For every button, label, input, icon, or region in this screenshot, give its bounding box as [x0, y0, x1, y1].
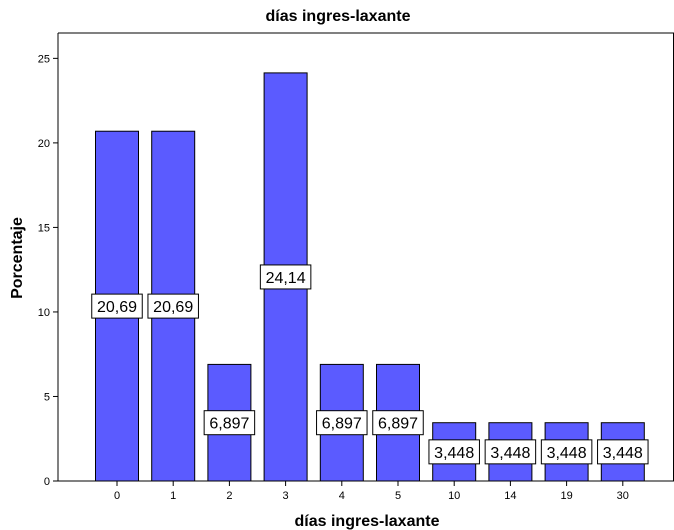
y-tick-label: 10: [38, 307, 50, 319]
data-label-box: [147, 293, 199, 319]
y-tick-label: 5: [44, 391, 50, 403]
x-tick-label: 4: [339, 490, 345, 502]
x-axis-label: días ingres-laxante: [295, 513, 440, 530]
data-label-text: 6,897: [322, 416, 362, 433]
x-tick-label: 0: [114, 490, 120, 502]
data-label-box: [540, 439, 593, 465]
data-label-box: [372, 410, 424, 436]
data-label: 24,14: [259, 264, 312, 290]
data-label: 20,69: [147, 293, 199, 319]
bars: [95, 72, 645, 482]
data-label-text: 3,448: [547, 445, 587, 462]
x-tick-label: 5: [395, 490, 401, 502]
data-label-text: 3,448: [490, 445, 530, 462]
y-tick-label: 0: [44, 476, 50, 488]
data-label: 3,448: [597, 439, 649, 465]
x-axis: 0 1 2 3 4 5 10 14 19 30: [58, 480, 674, 502]
data-label: 6,897: [372, 410, 424, 436]
y-tick-label: 15: [38, 222, 50, 234]
data-label: 20,69: [91, 293, 143, 319]
data-label-box: [91, 293, 143, 319]
data-labels: 20,69 20,69 6,897 24,14 6,897 6,897 3,448 3,448…: [91, 264, 649, 465]
data-label: 3,448: [428, 439, 480, 465]
data-label: 3,448: [484, 439, 537, 465]
x-tick-label: 19: [560, 490, 572, 502]
data-label-text: 20,69: [153, 299, 193, 316]
x-tick-label: 30: [617, 490, 629, 502]
data-label: 6,897: [203, 410, 256, 436]
x-tick-label: 3: [283, 490, 289, 502]
data-label-text: 24,14: [266, 270, 306, 287]
x-tick-label: 1: [170, 490, 176, 502]
data-label-box: [203, 410, 256, 436]
data-label-text: 6,897: [378, 416, 418, 433]
data-label: 6,897: [316, 410, 368, 436]
data-label-text: 6,897: [209, 416, 249, 433]
data-label-box: [316, 410, 368, 436]
x-tick-label: 10: [448, 490, 460, 502]
data-label: 3,448: [540, 439, 593, 465]
y-tick-label: 20: [38, 138, 50, 150]
x-tick-label: 14: [504, 490, 516, 502]
data-label-box: [259, 264, 312, 290]
x-tick-label: 2: [226, 490, 232, 502]
y-tick-label: 25: [38, 53, 50, 65]
data-label-box: [484, 439, 537, 465]
data-label-box: [428, 439, 480, 465]
data-label-text: 20,69: [97, 299, 137, 316]
data-label-text: 3,448: [434, 445, 474, 462]
y-axis: 0 5 10 15 20 25: [38, 33, 59, 488]
chart-title: días ingres-laxante: [266, 8, 411, 25]
y-axis-label: Porcentaje: [9, 217, 26, 299]
data-label-box: [597, 439, 649, 465]
data-label-text: 3,448: [603, 445, 643, 462]
